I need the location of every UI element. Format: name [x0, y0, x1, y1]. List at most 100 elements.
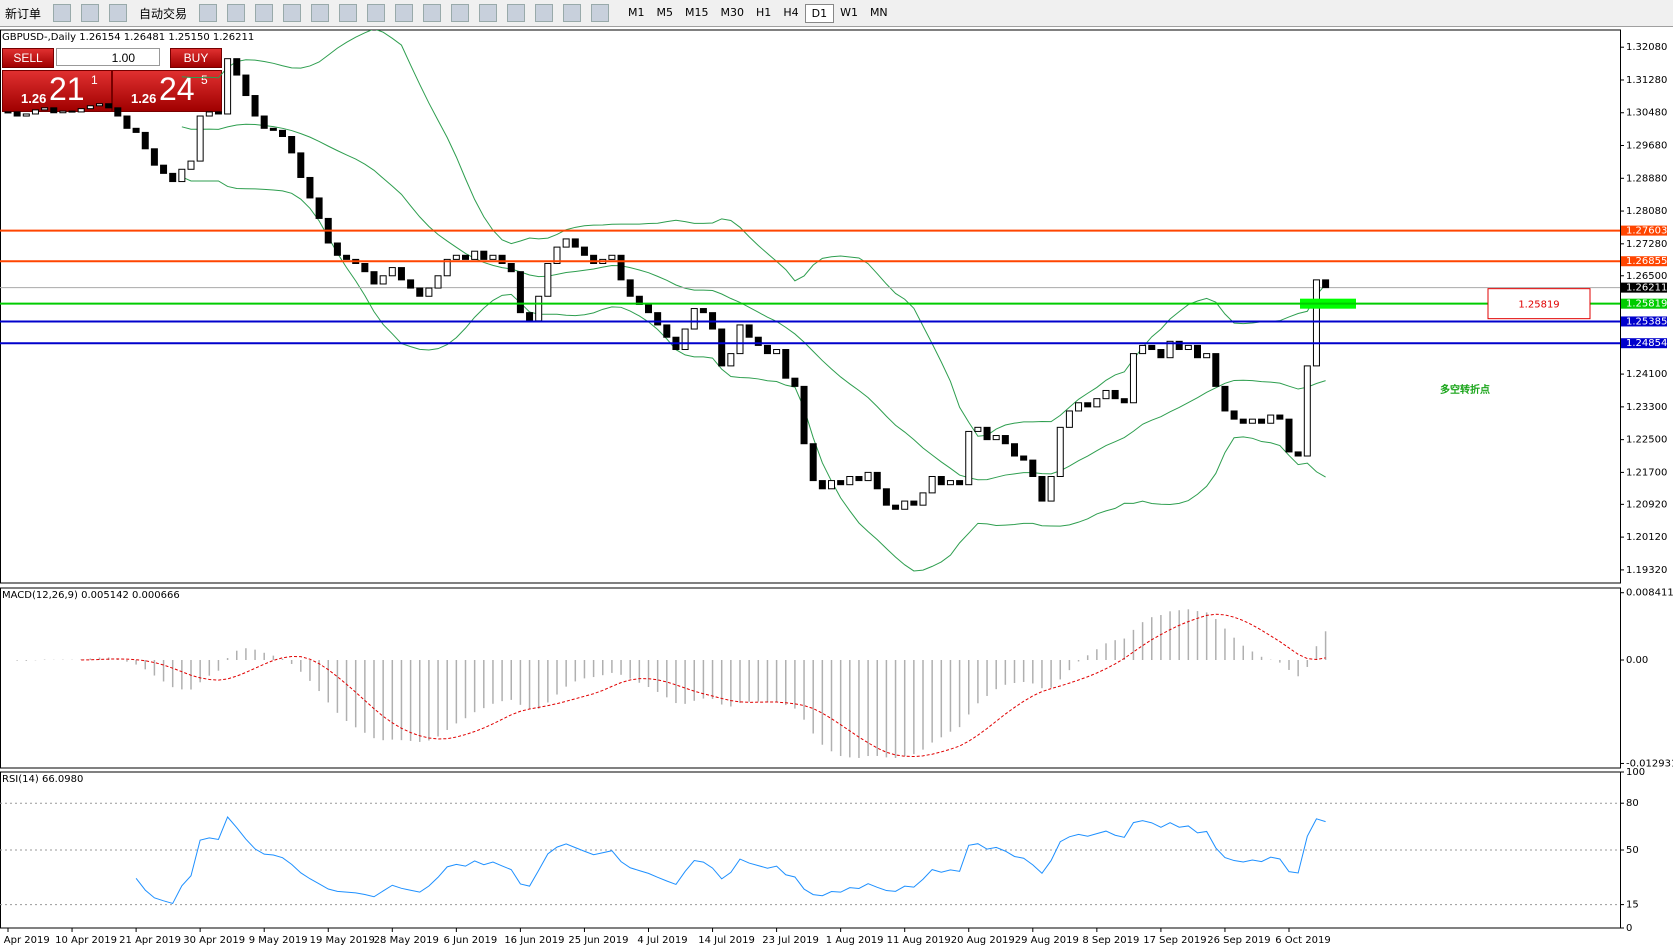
candle-body: [946, 480, 954, 486]
y-tick-label: 1.27280: [1626, 239, 1667, 250]
x-tick-label: 8 Sep 2019: [1082, 935, 1139, 946]
candle-body: [1166, 340, 1174, 359]
candle-body: [791, 377, 799, 387]
icon[interactable]: [81, 4, 100, 22]
macd-panel: [0, 587, 1621, 769]
timeframe-button[interactable]: M5: [656, 5, 674, 19]
candle-body: [516, 271, 524, 314]
timeframe-button[interactable]: H4: [783, 5, 799, 19]
icon[interactable]: [535, 4, 554, 22]
icon[interactable]: [367, 4, 386, 22]
y-tick-label: 1.30480: [1626, 108, 1667, 119]
x-tick-label: 20 Aug 2019: [951, 935, 1015, 946]
icon[interactable]: [255, 4, 274, 22]
y-tick-label: 1.28880: [1626, 173, 1667, 184]
candle-body: [333, 242, 341, 256]
y-tick-label: 100: [1626, 767, 1645, 778]
sell-button[interactable]: SELL: [2, 48, 54, 68]
level-label: 1.27603: [1626, 226, 1667, 237]
candle-body: [196, 115, 204, 162]
x-tick-label: 30 Apr 2019: [183, 935, 245, 946]
timeframe-button[interactable]: D1: [804, 3, 835, 23]
candle-body: [4, 111, 12, 114]
icon[interactable]: [591, 4, 610, 22]
candle-body: [361, 262, 369, 273]
candle-body: [1184, 344, 1192, 351]
current-price-tag: [1621, 282, 1667, 293]
icon[interactable]: [109, 4, 128, 22]
timeframe-button[interactable]: MN: [869, 5, 888, 19]
buy-button[interactable]: BUY: [170, 48, 222, 68]
toolbar: 新订单 自动交易 M1 M5 M15 M30 H1 H4 D1 W1 MN: [0, 0, 1673, 27]
candle-body: [214, 111, 222, 115]
price-small: 5: [201, 73, 208, 87]
candle-body: [1011, 443, 1018, 457]
candle-body: [937, 475, 945, 486]
candle-body: [590, 254, 598, 264]
sell-price[interactable]: 1.26 21 1: [2, 70, 112, 112]
candle-body: [1194, 344, 1201, 359]
x-tick-label: 25 Jun 2019: [568, 935, 628, 946]
icon[interactable]: [507, 4, 526, 22]
candle-body: [132, 127, 140, 133]
candle-body: [141, 131, 149, 150]
candle-body: [1258, 418, 1266, 424]
candle-body: [1175, 340, 1183, 351]
candle-body: [846, 475, 854, 486]
candle-body: [864, 471, 872, 482]
candle-body: [1001, 435, 1009, 445]
candle-body: [22, 113, 30, 117]
icon[interactable]: [53, 4, 72, 22]
timeframe-button[interactable]: M30: [720, 5, 745, 19]
y-tick-label: 1.21700: [1626, 467, 1667, 478]
candle-body: [315, 197, 323, 219]
candle-body: [901, 500, 909, 510]
level-tag: [1621, 225, 1667, 236]
candle-body: [1129, 353, 1137, 404]
bollinger-band: [181, 176, 1326, 572]
candle-body: [150, 148, 158, 166]
x-tick-label: 6 Oct 2019: [1275, 935, 1330, 946]
new-order-button[interactable]: 新订单: [5, 6, 42, 21]
price-prefix: 1.26: [131, 91, 157, 106]
candle-body: [471, 250, 479, 260]
icon[interactable]: [451, 4, 470, 22]
candle-body: [928, 475, 936, 494]
icon[interactable]: [479, 4, 498, 22]
timeframe-button[interactable]: H1: [756, 5, 772, 19]
icon[interactable]: [311, 4, 330, 22]
x-tick-label: 4 Jul 2019: [637, 935, 687, 946]
candle-body: [96, 103, 103, 107]
icon[interactable]: [339, 4, 358, 22]
macd-plot: [16, 609, 1327, 759]
candle-body: [452, 254, 460, 260]
icon[interactable]: [199, 4, 218, 22]
candle-body: [1139, 344, 1147, 355]
icon[interactable]: [283, 4, 302, 22]
icon[interactable]: [563, 4, 582, 22]
icon[interactable]: [227, 4, 246, 22]
buy-price[interactable]: 1.26 24 5: [112, 70, 222, 112]
price-prefix: 1.26: [21, 91, 47, 106]
candle-body: [114, 107, 122, 117]
y-tick-label: 1.24100: [1626, 369, 1667, 380]
x-tick-label: 23 Jul 2019: [762, 935, 819, 946]
icon[interactable]: [423, 4, 442, 22]
candle-body: [690, 308, 698, 330]
timeframe-button[interactable]: M1: [628, 5, 645, 19]
price-big: 21: [49, 71, 85, 107]
timeframe-button[interactable]: M15: [685, 5, 709, 19]
timeframe-button[interactable]: W1: [840, 5, 858, 19]
candle-body: [983, 426, 991, 441]
candle-body: [1029, 459, 1037, 477]
candle-body: [1294, 451, 1302, 457]
candle-body: [1157, 349, 1165, 359]
y-tick-label: 1.20920: [1626, 499, 1667, 510]
y-tick-label: 1.19320: [1626, 565, 1667, 576]
icon[interactable]: [395, 4, 414, 22]
x-tick-label: 29 Aug 2019: [1015, 935, 1079, 946]
auto-trading-button[interactable]: 自动交易: [139, 6, 188, 21]
candle-body: [224, 58, 232, 115]
lots-input[interactable]: 1.00: [56, 48, 160, 66]
